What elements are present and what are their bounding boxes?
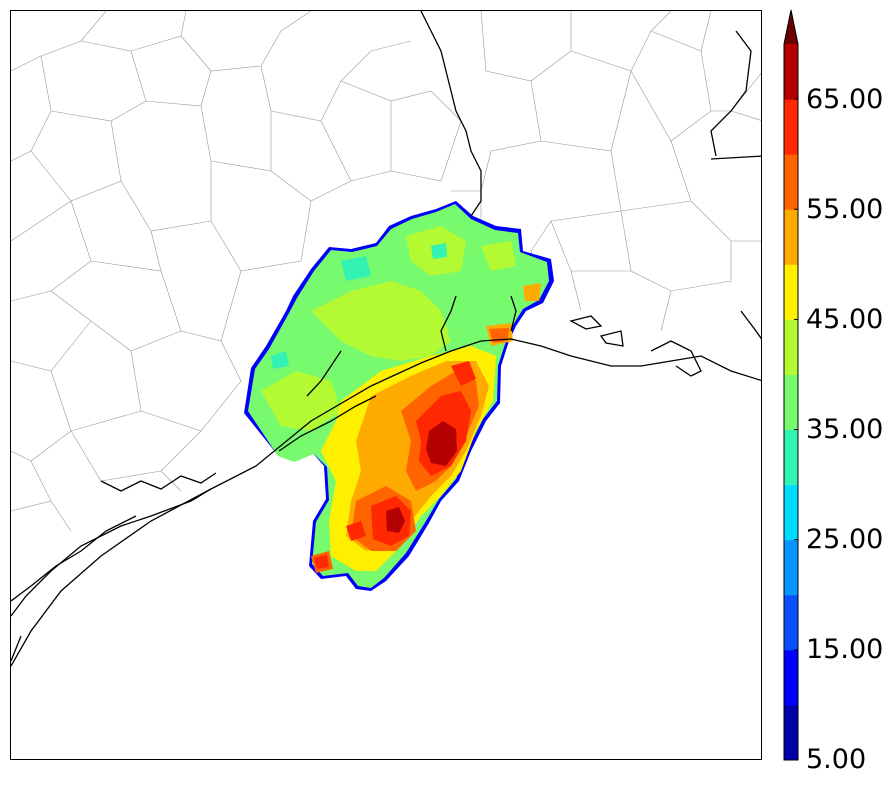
- colorbar-label-45: 45.00: [806, 304, 884, 335]
- colorbar-segment: [784, 154, 798, 210]
- colorbar-segment: [784, 374, 798, 431]
- colorbar-label-15: 15.00: [806, 634, 884, 665]
- reflectivity-field: [244, 201, 554, 591]
- colorbar-label-55: 55.00: [806, 194, 884, 225]
- colorbar-label-5: 5.00: [806, 744, 867, 775]
- colorbar-label-35: 35.00: [806, 414, 884, 445]
- coastlines: [11, 11, 761, 667]
- colorbar-segment: [784, 264, 798, 320]
- colorbar-segment: [784, 209, 798, 265]
- colorbar-segment: [784, 429, 798, 486]
- colorbar-segment: [784, 649, 798, 706]
- county-boundaries: [11, 11, 761, 532]
- colorbar-label-25: 25.00: [806, 524, 884, 555]
- colorbar-segment: [784, 704, 798, 761]
- colorbar: [783, 9, 799, 761]
- colorbar-extend-arrow: [784, 10, 798, 44]
- colorbar-segment: [784, 539, 798, 596]
- colorbar-segment: [784, 99, 798, 155]
- colorbar-segment: [784, 484, 798, 541]
- colorbar-segment: [784, 594, 798, 651]
- map-canvas: [11, 11, 761, 667]
- colorbar-label-65: 65.00: [806, 84, 884, 115]
- colorbar-segment: [784, 319, 798, 375]
- colorbar-segment: [784, 44, 798, 100]
- map-panel: [10, 10, 762, 760]
